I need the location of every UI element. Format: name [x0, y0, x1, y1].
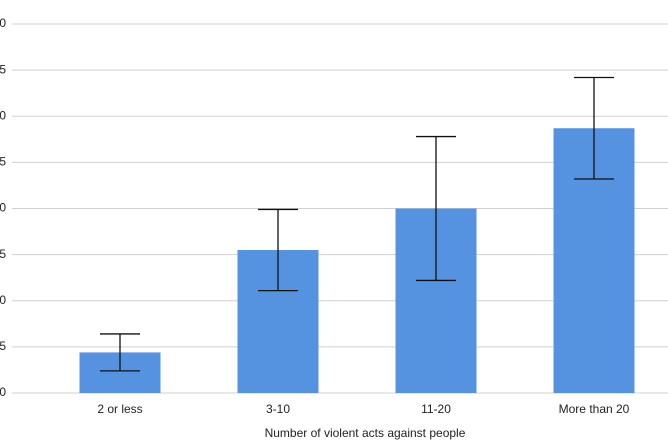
error-bar	[100, 333, 140, 372]
y-tick-label: 30	[0, 108, 6, 122]
y-tick-label: 20	[0, 201, 6, 215]
x-tick-label: 3-10	[266, 402, 290, 416]
x-tick-label: 11-20	[421, 402, 451, 416]
x-axis-title: Number of violent acts against people	[265, 426, 466, 440]
error-bar	[416, 135, 456, 282]
y-tick-label: 5	[0, 339, 6, 353]
y-tick-label: 15	[0, 247, 6, 261]
error-bar	[574, 76, 614, 180]
y-tick-label: 25	[0, 155, 6, 169]
y-tick-label: 35	[0, 62, 6, 76]
error-bar	[258, 208, 298, 292]
y-tick-label: 10	[0, 293, 6, 307]
x-tick-label: More than 20	[559, 402, 630, 416]
y-tick-label: 0	[0, 385, 6, 399]
x-tick-label: 2 or less	[97, 402, 142, 416]
y-tick-label: 40	[0, 16, 6, 30]
